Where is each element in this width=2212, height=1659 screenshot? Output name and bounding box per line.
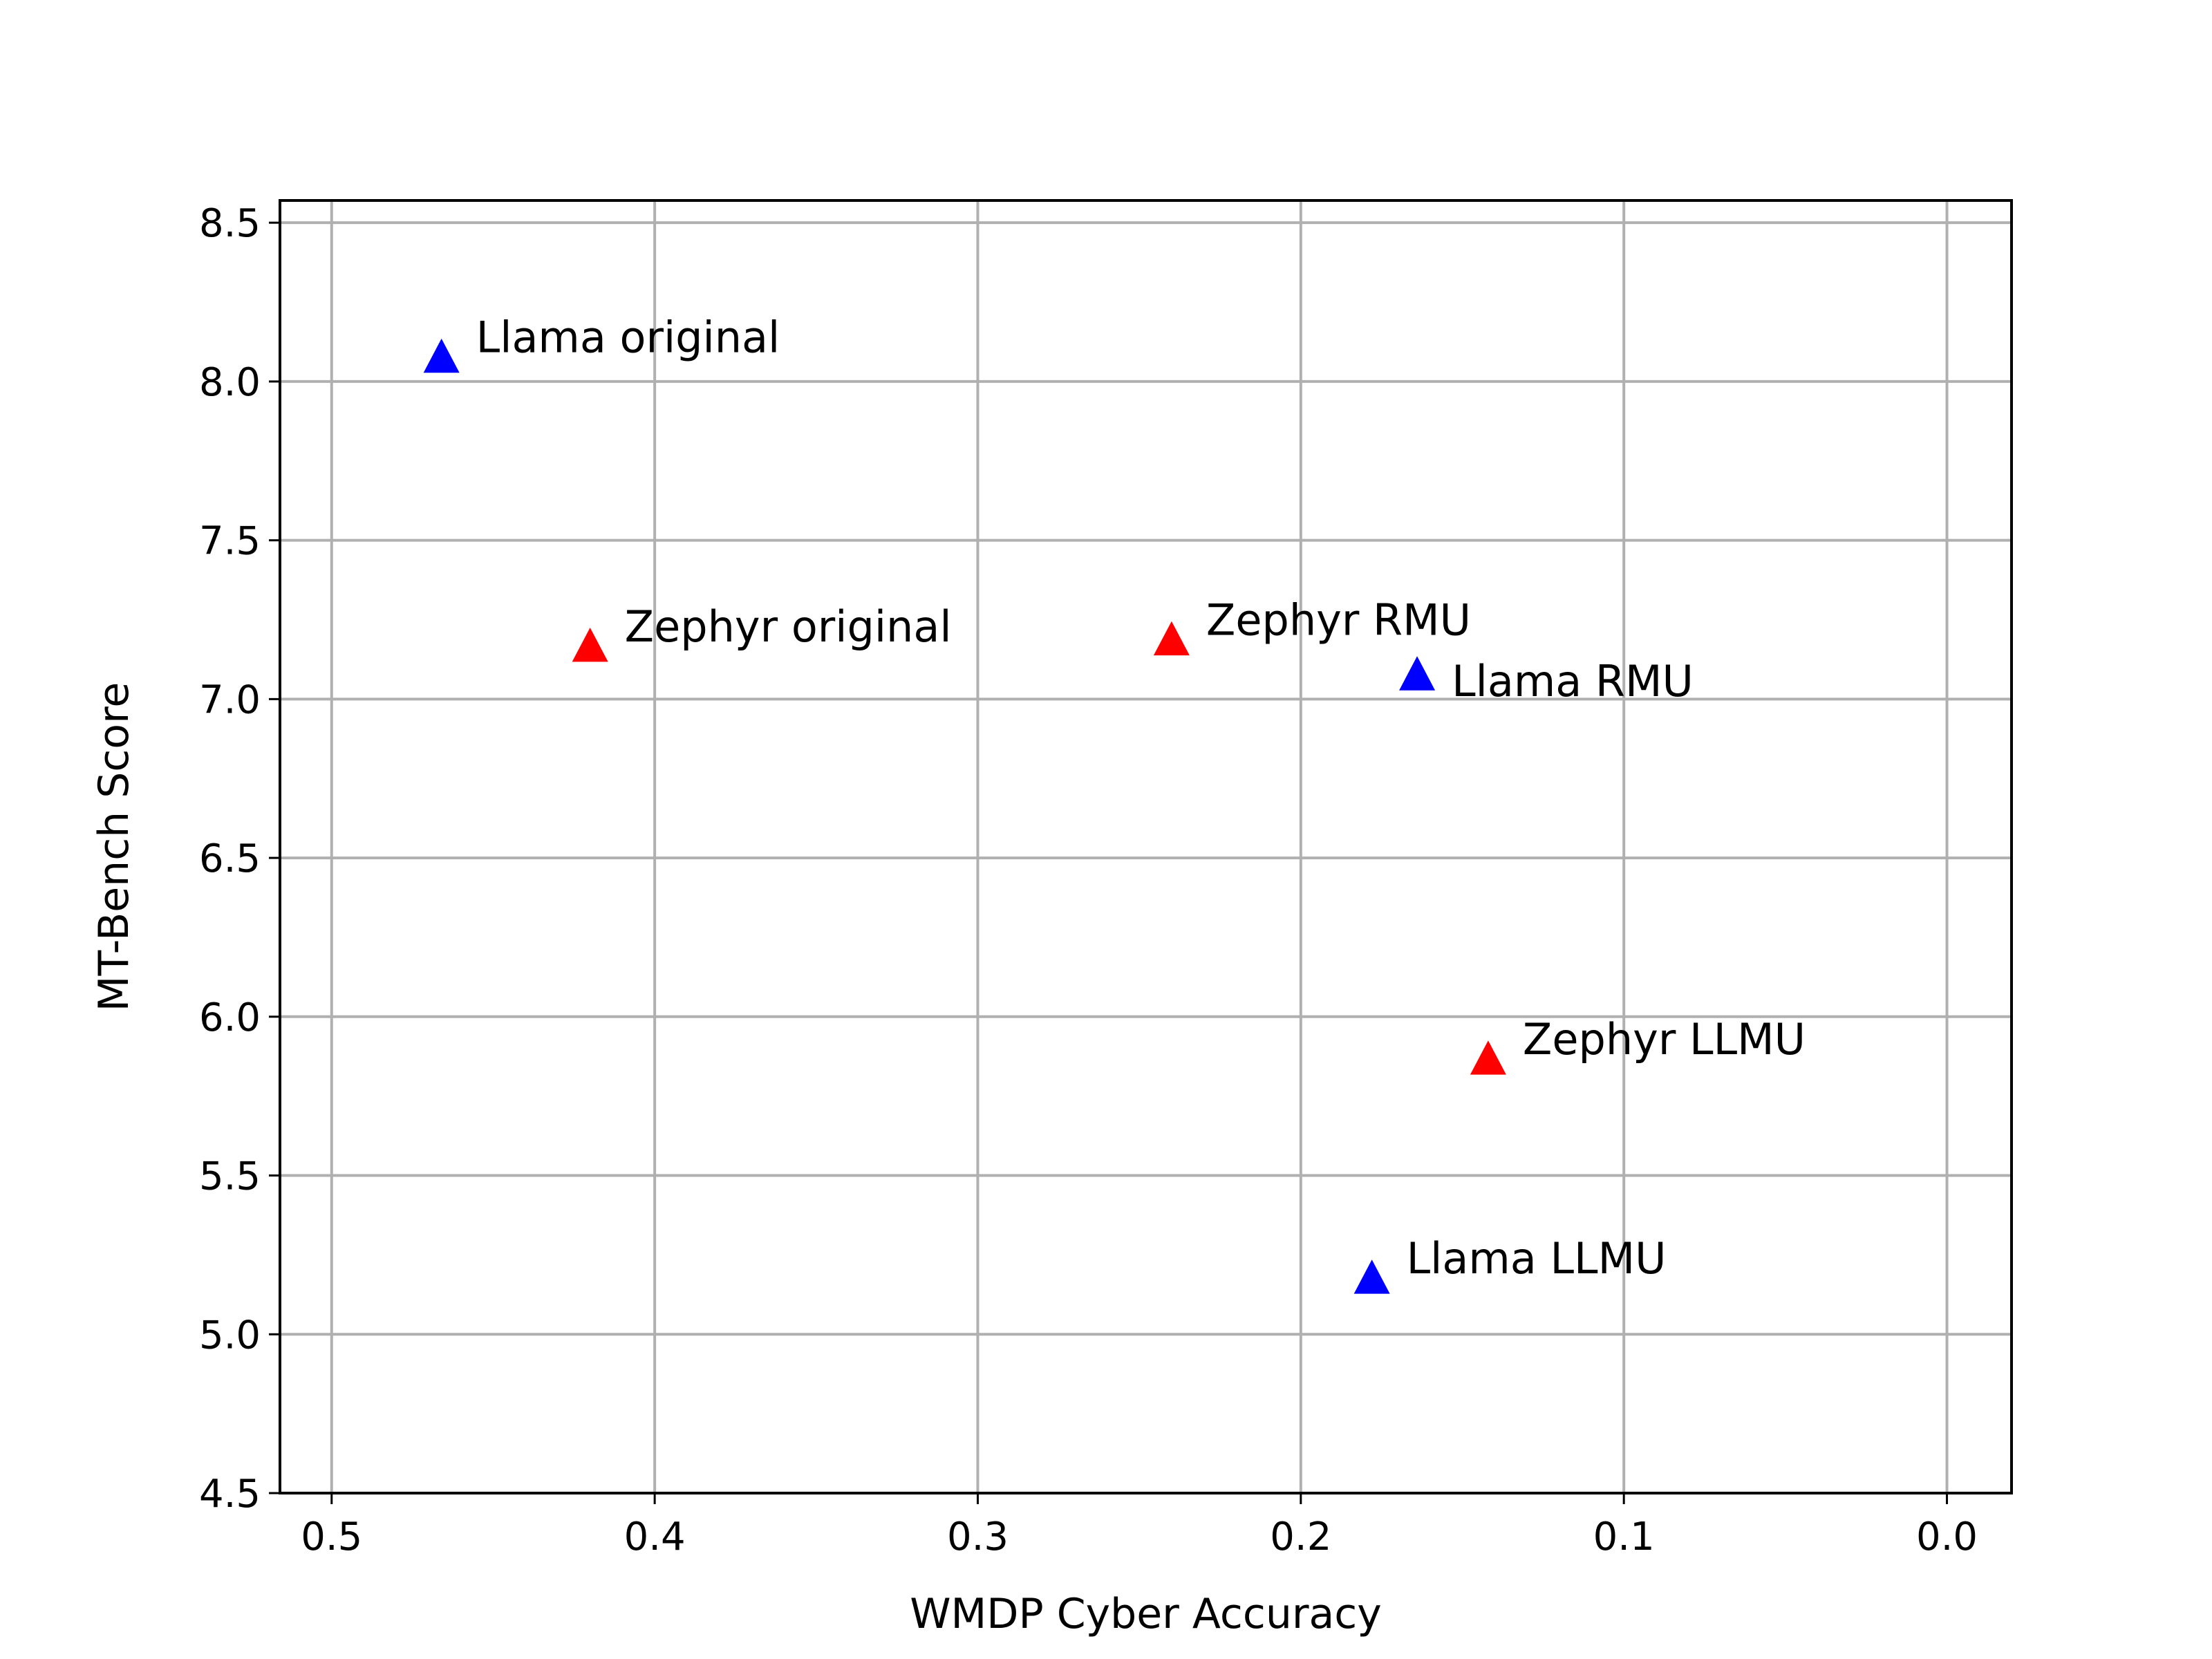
point-marker <box>1470 1040 1506 1075</box>
point-marker <box>572 627 608 662</box>
x-tick-label: 0.1 <box>1593 1515 1655 1559</box>
y-tick-label: 8.5 <box>199 201 261 246</box>
point-label: Zephyr RMU <box>1206 595 1471 646</box>
y-tick-label: 8.0 <box>199 360 261 405</box>
y-tick-label: 7.0 <box>199 677 261 722</box>
x-tick-label: 0.2 <box>1270 1515 1331 1559</box>
point-label: Zephyr original <box>625 601 952 652</box>
axis-ticks: 0.5 0.4 0.3 0.2 0.1 0.0 4.5 5.0 5.5 6.0 6.5 7.0 7.5 8… <box>199 201 1978 1559</box>
point-label: Llama LLMU <box>1407 1233 1667 1284</box>
grid-lines <box>280 200 2012 1494</box>
x-tick-label: 0.4 <box>624 1515 686 1559</box>
y-tick-label: 6.0 <box>199 995 261 1040</box>
y-tick-label: 5.5 <box>199 1154 261 1199</box>
point-marker <box>423 338 460 373</box>
point-label: Llama original <box>476 312 780 363</box>
x-tick-label: 0.3 <box>947 1515 1009 1559</box>
x-axis-label: WMDP Cyber Accuracy <box>910 1590 1382 1638</box>
plot-frame <box>279 199 2013 1494</box>
point-marker <box>1353 1259 1390 1294</box>
y-tick-label: 5.0 <box>199 1313 261 1358</box>
y-tick-label: 7.5 <box>199 519 261 564</box>
data-points: Llama original Zephyr original Zephyr RMU L… <box>423 312 1806 1294</box>
x-tick-label: 0.5 <box>301 1515 362 1559</box>
y-axis-label: MT-Bench Score <box>90 682 138 1012</box>
y-tick-label: 4.5 <box>199 1472 261 1517</box>
point-marker <box>1153 621 1190 656</box>
point-label: Zephyr LLMU <box>1523 1014 1806 1065</box>
y-tick-label: 6.5 <box>199 836 261 881</box>
point-label: Llama RMU <box>1452 656 1694 706</box>
x-tick-label: 0.0 <box>1916 1515 1978 1559</box>
point-marker <box>1399 656 1436 691</box>
